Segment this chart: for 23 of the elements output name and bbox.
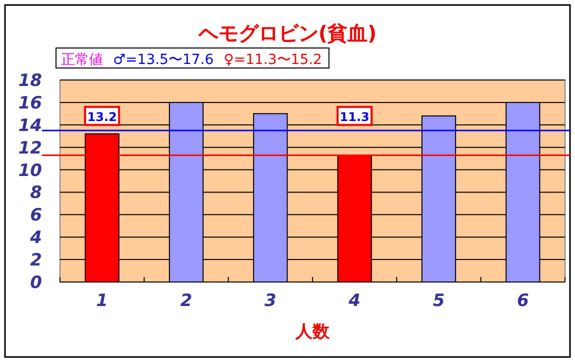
chart-title: ヘモグロビン(貧血) xyxy=(197,21,377,45)
y-tick-label: 18 xyxy=(18,71,42,91)
y-tick-label: 6 xyxy=(30,206,42,226)
y-tick-label: 8 xyxy=(30,183,42,204)
y-tick-label: 14 xyxy=(18,116,42,136)
y-tick-label: 10 xyxy=(18,160,42,181)
text: ♂=13.5〜17.6 xyxy=(113,52,214,68)
x-tick-label: 6 xyxy=(516,291,529,311)
y-tick-label: 0 xyxy=(30,273,42,293)
text: 正常値 xyxy=(61,52,103,68)
x-tick-label: 3 xyxy=(264,291,276,311)
x-tick-label: 4 xyxy=(348,291,361,311)
text: ♀=11.3〜15.2 xyxy=(224,52,322,68)
y-tick-label: 4 xyxy=(29,228,42,248)
y-tick-label: 12 xyxy=(18,138,42,158)
data-label: 11.3 xyxy=(340,110,370,124)
y-tick-label: 16 xyxy=(18,93,42,114)
data-label: 13.2 xyxy=(87,110,117,124)
y-tick-label: 2 xyxy=(30,250,42,271)
x-axis-title: 人数 xyxy=(294,322,330,342)
x-tick-label: 5 xyxy=(432,291,445,311)
x-tick-label: 2 xyxy=(180,291,192,311)
x-tick-label: 1 xyxy=(96,291,108,311)
